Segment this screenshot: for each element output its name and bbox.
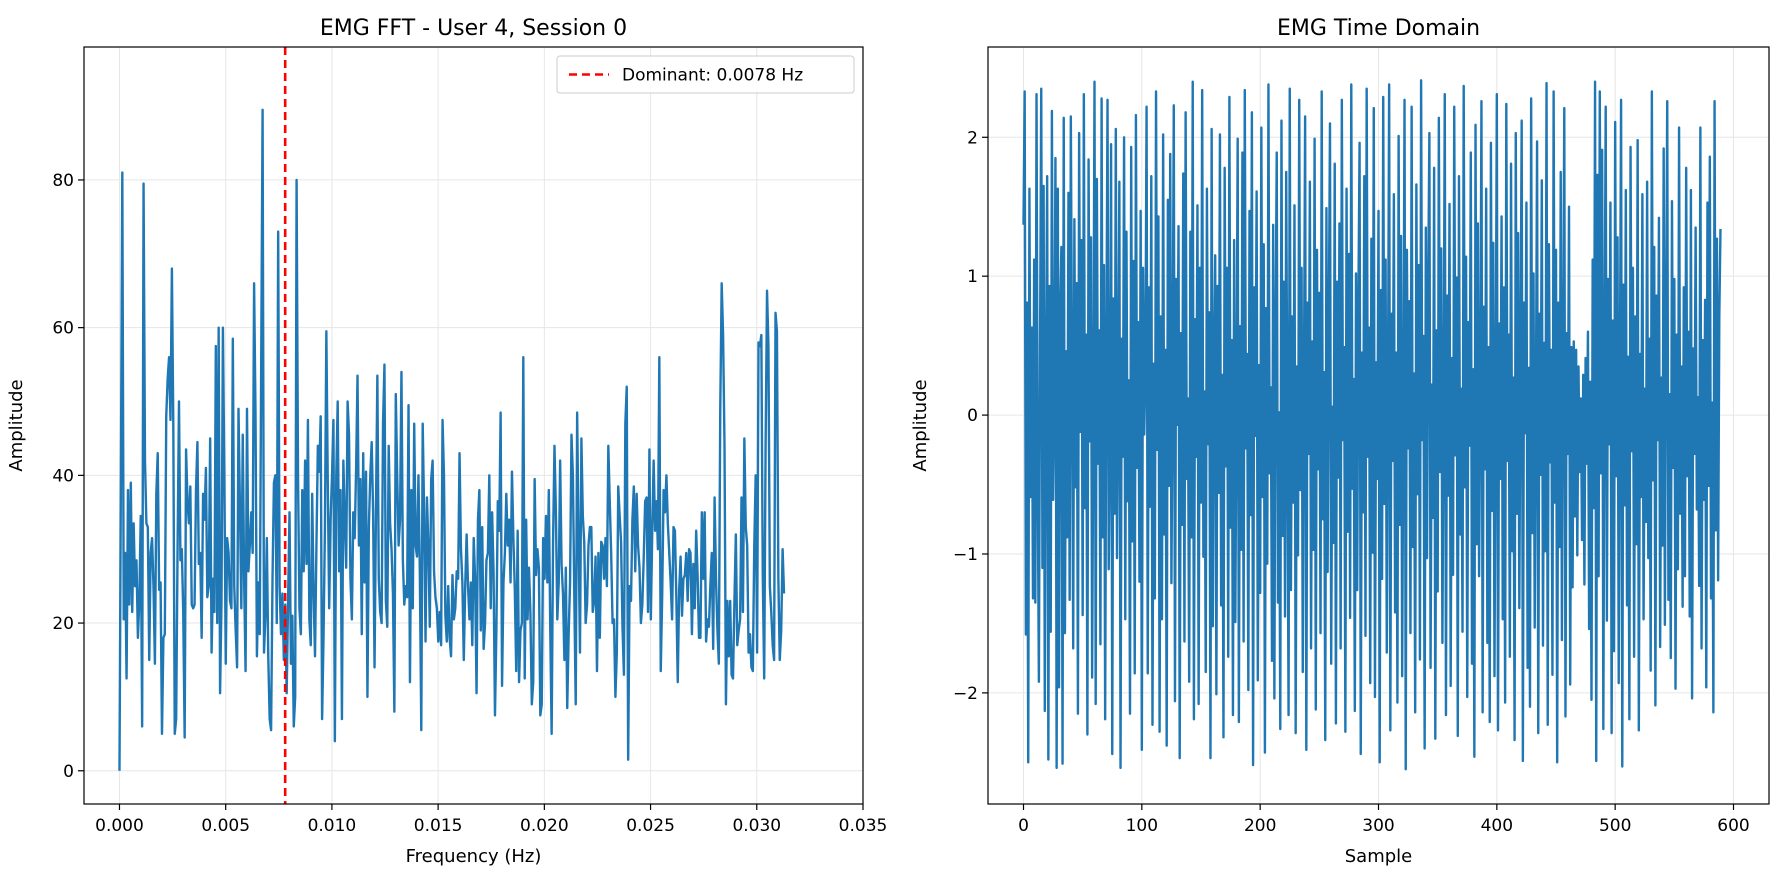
x-tick-label: 300 [1362,816,1394,836]
time-chart-title: EMG Time Domain [1277,16,1480,41]
time-plot-area [1022,79,1722,771]
fft-chart-title: EMG FFT - User 4, Session 0 [320,16,627,41]
time-x-ticks: 0 100 200 300 400 500 600 [1018,804,1750,836]
x-tick-label: 200 [1244,816,1276,836]
y-tick-label: 60 [52,319,74,339]
fft-x-ticks: 0.000 0.005 0.010 0.015 0.020 0.025 0.030 0.035 [95,804,887,836]
y-tick-label: 2 [967,128,978,148]
y-tick-label: 0 [63,762,74,782]
fft-panel: 0.000 0.005 0.010 0.015 0.020 0.025 0.030 0.035… [6,16,887,867]
x-tick-label: 600 [1717,816,1749,836]
y-tick-label: 0 [967,406,978,426]
fft-plot-area [118,47,786,804]
y-tick-label: 40 [52,466,74,486]
legend-box [556,55,855,94]
legend-entry-dominant: Dominant: 0.0078 Hz [622,66,803,86]
time-x-axis-label: Sample [1345,846,1413,867]
x-tick-label: 0.010 [308,816,357,836]
x-tick-label: 0.000 [95,816,144,836]
fft-axes-frame [83,46,864,805]
series-line [1022,79,1722,771]
time-y-ticks: −2 −1 0 1 2 [953,128,988,704]
y-tick-label: −1 [953,545,978,565]
x-tick-label: 0 [1018,816,1029,836]
x-tick-label: 0.020 [520,816,569,836]
x-tick-label: 0.035 [839,816,888,836]
fft-legend: Dominant: 0.0078 Hz [556,55,855,94]
y-tick-label: 20 [52,614,74,634]
x-tick-label: 500 [1599,816,1631,836]
x-tick-label: 0.005 [201,816,250,836]
fft-y-ticks: 0 20 40 60 80 [52,171,84,782]
x-tick-label: 0.025 [626,816,675,836]
series-line [118,108,786,771]
x-tick-label: 0.030 [732,816,781,836]
y-tick-label: 80 [52,171,74,191]
time-axes-frame [987,46,1770,805]
x-tick-label: 0.015 [414,816,463,836]
fft-x-axis-label: Frequency (Hz) [406,846,542,867]
x-tick-label: 100 [1126,816,1158,836]
time-y-axis-label: Amplitude [910,379,931,471]
y-tick-label: −2 [953,684,978,704]
x-tick-label: 400 [1481,816,1513,836]
time-domain-panel: 0 100 200 300 400 500 600 −2 −1 0 1 2 EMG Time Dom… [910,16,1770,867]
fft-y-axis-label: Amplitude [6,379,27,471]
y-tick-label: 1 [967,267,978,287]
